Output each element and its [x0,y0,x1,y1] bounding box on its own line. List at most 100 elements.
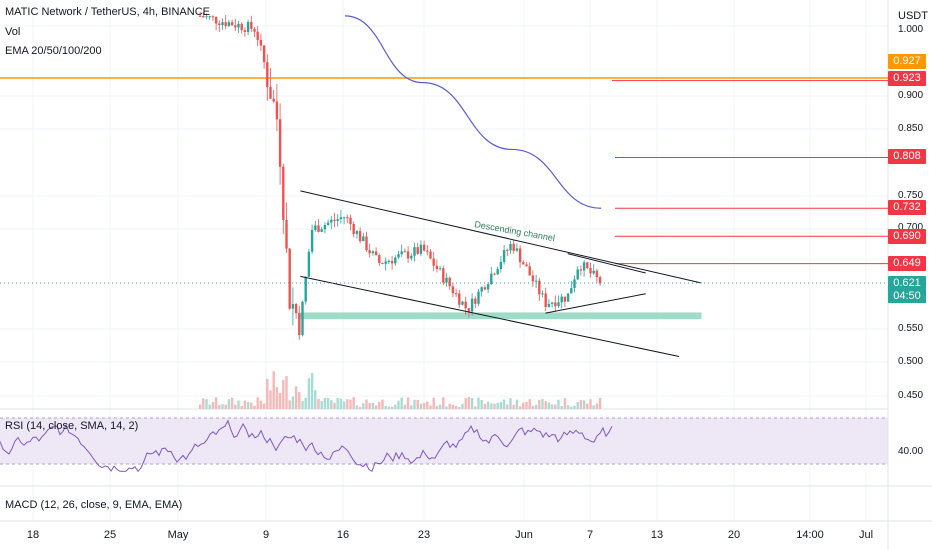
candle-body [211,16,215,18]
candle-body [256,31,259,40]
candle-body [214,16,218,24]
candle-body [560,296,563,303]
volume-bar [454,406,458,409]
candle-body [358,231,362,242]
candle-body [237,23,240,28]
price-tag-0732: 0.732 [888,200,926,215]
volume-bar [307,378,311,409]
time-tick: 9 [262,529,270,541]
candle-body [515,248,519,251]
rsi-tick: 40.00 [898,446,924,457]
candle-body [362,236,365,242]
volume-bar [531,406,535,409]
volume-bar [371,402,375,409]
volume-bar [214,397,218,409]
candle-body [342,217,346,219]
candle-body [198,15,202,17]
candle-body [563,296,567,302]
volume-bar [589,399,592,409]
volume-bar [390,406,394,409]
volume-bar [298,392,301,409]
descending-channel[interactable] [300,190,702,358]
time-tick: 16 [336,529,350,541]
symbol-title[interactable]: MATIC Network / TetherUS, 4h, BINANCE [5,6,210,18]
volume-bar [493,403,496,409]
volume-bar [301,400,304,409]
candle-body [451,286,455,294]
candle-body [506,250,509,252]
candle-body [416,247,419,254]
rsi-legend[interactable]: RSI (14, close, SMA, 14, 2) [5,420,139,432]
candle-body [413,247,416,256]
time-tick: 13 [650,529,664,541]
channel-upper-line [300,190,702,284]
time-tick: 14:00 [796,529,824,541]
candle-body [566,293,570,302]
candle-body [282,166,285,220]
candle-body [323,224,327,230]
candle-body [227,22,231,26]
volume-bar [285,376,288,409]
candle-body [525,264,528,267]
volume-bar [419,403,423,409]
candle-body [304,276,307,302]
candle-body [509,243,512,251]
candle-body [333,219,336,221]
time-tick: May [167,529,189,541]
volume-legend[interactable]: Vol [5,26,21,38]
ema-legend[interactable]: EMA 20/50/100/200 [5,45,102,57]
candle-body [291,303,295,309]
time-tick: 20 [727,529,741,541]
candle-body [352,224,355,234]
triangle-upper-line [567,253,646,274]
volume-bar [592,405,595,409]
volume-bar [528,399,531,409]
candle-body [390,260,394,264]
candle-body [320,229,323,232]
volume-bar [410,405,413,409]
candle-body [208,16,211,18]
candle-body [330,219,333,223]
volume-bar [282,380,285,409]
candle-body [230,22,234,26]
volume-bar [221,404,224,409]
candle-body [269,86,272,99]
candle-body [250,21,253,29]
candle-body [531,275,535,282]
rsi-band [0,418,888,464]
price-tick: 0.900 [898,90,924,101]
last-price-tag: 0.621 [888,276,926,291]
price-tick: 0.700 [898,222,924,233]
candle-body [394,257,397,264]
volume-bar [522,402,525,409]
volume-bar [224,404,227,409]
macd-legend[interactable]: MACD (12, 26, close, 9, EMA, EMA) [5,499,183,511]
volume-bar [426,401,429,409]
volume-bar [445,406,448,409]
candle-body [285,219,288,249]
volume-bar [573,405,576,409]
volume-bar [227,399,231,409]
resistance-levels [0,77,888,265]
volume-bar [355,405,359,409]
candle-body [480,287,483,292]
volume-bar [525,402,528,409]
candle-body [496,269,499,275]
candle-body [310,229,314,252]
volume-bar [362,403,365,409]
candle-body [234,25,237,28]
candle-body [554,302,557,307]
candle-body [384,261,387,264]
volume-bar [480,399,483,409]
volume-bars [198,371,602,409]
volume-bar [205,399,208,409]
currency-unit: USDT [898,10,928,22]
time-tick: 25 [103,529,117,541]
candle-body [262,45,266,63]
candle-body [467,308,471,312]
candle-body [336,219,339,221]
candle-body [573,279,576,289]
candle-body [493,273,496,275]
candle-body [355,231,359,234]
